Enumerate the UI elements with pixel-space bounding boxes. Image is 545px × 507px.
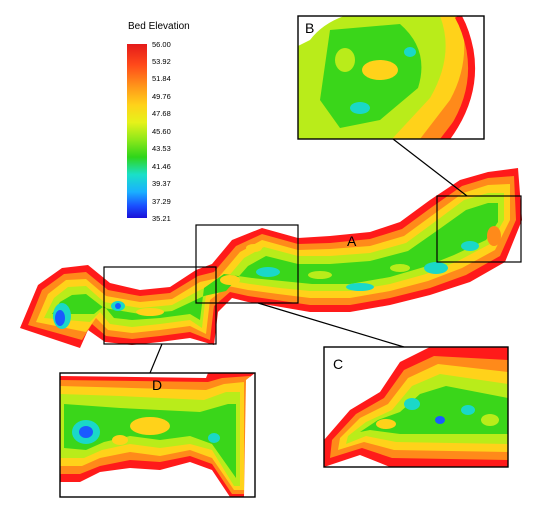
zoom-panel-d bbox=[59, 372, 256, 498]
connector-line-d bbox=[149, 343, 163, 374]
zoom-panel-c: C bbox=[323, 346, 509, 468]
panel-c-pool bbox=[404, 398, 420, 410]
deep-pool bbox=[424, 262, 448, 274]
channel-bar bbox=[136, 308, 164, 316]
panel-c-bar bbox=[376, 419, 396, 429]
panel-d-letter: D bbox=[152, 377, 162, 393]
panel-b-bank-right bbox=[443, 16, 476, 139]
panel-b-pool bbox=[350, 102, 370, 114]
tick-label: 45.60 bbox=[152, 127, 171, 136]
legend-colorbar bbox=[127, 44, 147, 218]
panel-d-bar bbox=[130, 417, 170, 435]
panel-d-pool bbox=[208, 433, 220, 443]
panel-d-frame bbox=[59, 372, 256, 498]
panel-c-bar bbox=[481, 414, 499, 426]
panel-d-pool bbox=[79, 426, 93, 438]
zoom-panel-b: B bbox=[297, 15, 485, 140]
tick-label: 56.00 bbox=[152, 40, 171, 49]
river-low-layer bbox=[52, 203, 498, 320]
panel-b-bar bbox=[335, 48, 355, 72]
tick-label: 51.84 bbox=[152, 74, 171, 83]
region-outline-c bbox=[195, 224, 299, 304]
tick-label: 49.76 bbox=[152, 92, 171, 101]
legend-tick-labels: 56.00 53.92 51.84 49.76 47.68 45.60 43.5… bbox=[152, 40, 171, 223]
panel-c-low bbox=[360, 386, 508, 434]
panel-b-white-right bbox=[446, 16, 484, 139]
panel-c-pool bbox=[435, 416, 445, 424]
channel-bar bbox=[390, 264, 410, 272]
connector-line-c bbox=[257, 302, 405, 348]
panel-b-frame bbox=[297, 15, 485, 140]
tick-label: 53.92 bbox=[152, 57, 171, 66]
panel-d-low bbox=[64, 404, 236, 478]
connector-line-b bbox=[392, 138, 468, 197]
tick-label: 39.37 bbox=[152, 179, 171, 188]
panel-d-white-top bbox=[60, 373, 208, 378]
deep-pool bbox=[461, 241, 479, 251]
tick-label: 41.46 bbox=[152, 162, 171, 171]
panel-c-pool bbox=[461, 405, 475, 415]
panel-b-pool bbox=[404, 47, 416, 57]
overview-letter: A bbox=[347, 233, 357, 249]
panel-b-white-corner bbox=[298, 16, 344, 46]
tick-label: 35.21 bbox=[152, 214, 171, 223]
panel-b-bar bbox=[362, 60, 398, 80]
tick-label: 37.29 bbox=[152, 197, 171, 206]
channel-bar bbox=[308, 271, 332, 279]
river-overview bbox=[20, 168, 522, 348]
deep-pool bbox=[115, 303, 121, 309]
legend-title: Bed Elevation bbox=[128, 21, 190, 32]
region-outline-b bbox=[436, 195, 522, 263]
deep-pool bbox=[256, 267, 280, 277]
tick-label: 43.53 bbox=[152, 144, 171, 153]
channel-bar bbox=[220, 275, 240, 285]
panel-d-bar bbox=[112, 435, 128, 445]
region-outline-d bbox=[103, 266, 217, 345]
deep-pool bbox=[346, 283, 374, 291]
legend: Bed Elevation 56.00 53.92 51.84 49.76 47… bbox=[127, 21, 190, 223]
panel-c-frame bbox=[323, 346, 509, 468]
deep-pool bbox=[487, 226, 501, 246]
panel-d-white-right bbox=[244, 373, 255, 497]
panel-b-letter: B bbox=[305, 20, 314, 36]
panel-c-letter: C bbox=[333, 356, 343, 372]
tick-label: 47.68 bbox=[152, 109, 171, 118]
channel-bar bbox=[246, 244, 262, 252]
deep-pool bbox=[55, 310, 65, 326]
